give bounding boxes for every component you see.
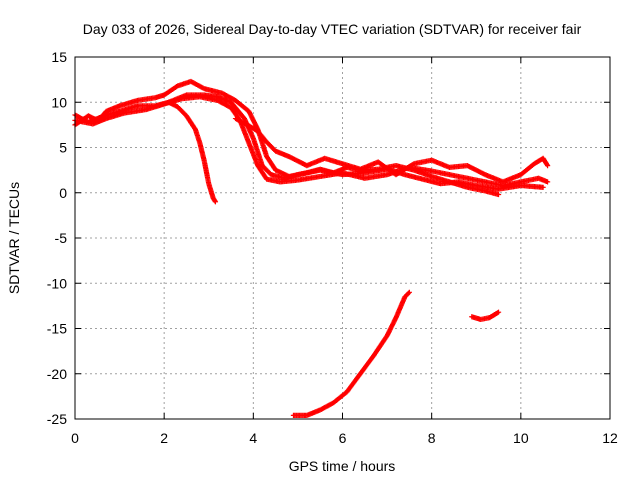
- series-track-3: [72, 94, 551, 189]
- y-tick-label: 5: [59, 140, 67, 156]
- x-tick-label: 0: [71, 430, 79, 446]
- x-tick-label: 2: [160, 430, 168, 446]
- series-track-5: [232, 115, 551, 185]
- series-track-4: [166, 99, 219, 205]
- data-point: [494, 310, 501, 316]
- y-tick-label: -15: [47, 321, 67, 337]
- x-tick-label: 12: [602, 430, 618, 446]
- y-tick-label: -5: [55, 230, 68, 246]
- x-tick-label: 8: [428, 430, 436, 446]
- x-tick-label: 10: [513, 430, 529, 446]
- y-tick-label: 15: [51, 49, 67, 65]
- data-point: [544, 179, 551, 185]
- y-tick-label: -25: [47, 411, 67, 427]
- data-point: [495, 309, 502, 315]
- grid-lines: [75, 57, 610, 419]
- data-point: [406, 289, 412, 295]
- data-points: [72, 78, 551, 418]
- data-point: [544, 161, 550, 168]
- y-tick-label: -10: [47, 275, 67, 291]
- y-axis-label: SDTVAR / TECUs: [6, 182, 22, 294]
- data-point: [405, 290, 412, 296]
- x-tick-label: 6: [339, 430, 347, 446]
- y-tick-label: 10: [51, 94, 67, 110]
- data-point: [544, 163, 551, 169]
- series-track-2: [72, 92, 546, 192]
- chart-title: Day 033 of 2026, Sidereal Day-to-day VTE…: [83, 21, 582, 37]
- data-point: [540, 184, 546, 190]
- y-tick-label: -20: [47, 366, 67, 382]
- axis-ticks: 0 2 4 6 8 10 12 -25 -20 -15 -10 -5 0 5 10 15: [47, 49, 618, 446]
- y-tick-label: 0: [59, 185, 67, 201]
- x-axis-label: GPS time / hours: [289, 458, 396, 474]
- x-tick-label: 4: [249, 430, 257, 446]
- data-point: [495, 191, 502, 198]
- series-track-7: [469, 309, 502, 323]
- series-track-6: [290, 289, 412, 418]
- data-point: [212, 199, 219, 205]
